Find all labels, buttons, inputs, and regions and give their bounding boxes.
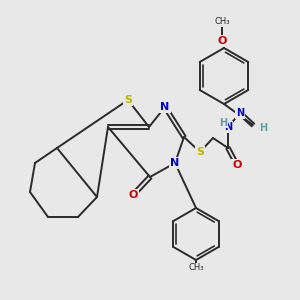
Text: N: N (224, 122, 232, 132)
Text: S: S (196, 147, 204, 157)
Text: H: H (259, 123, 267, 133)
Text: N: N (160, 102, 169, 112)
Text: O: O (217, 36, 227, 46)
Text: CH₃: CH₃ (214, 17, 230, 26)
Text: S: S (124, 95, 132, 105)
Text: H: H (219, 118, 227, 128)
Text: N: N (170, 158, 180, 168)
Text: O: O (128, 190, 138, 200)
Text: CH₃: CH₃ (188, 263, 204, 272)
Text: O: O (232, 160, 242, 170)
Text: N: N (236, 108, 244, 118)
